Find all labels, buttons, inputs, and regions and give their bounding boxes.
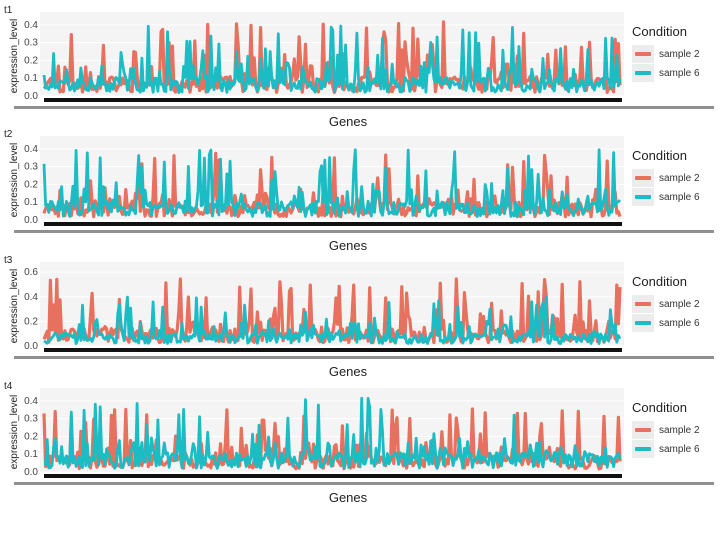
y-tick-label: 0.3 xyxy=(24,162,38,173)
legend-swatch xyxy=(635,52,651,56)
legend-title: Condition xyxy=(632,148,687,163)
series-line-sample-6 xyxy=(42,148,622,218)
y-tick-label: 0.2 xyxy=(24,431,38,442)
y-axis-title: expression_level xyxy=(9,143,20,218)
legend-item: sample 2 xyxy=(632,169,724,187)
x-axis-bar xyxy=(44,474,622,478)
legend-item: sample 6 xyxy=(632,64,724,82)
legend-label: sample 2 xyxy=(659,48,700,60)
y-tick-label: 0.1 xyxy=(24,73,38,84)
legend-label: sample 6 xyxy=(659,317,700,329)
legend-label: sample 2 xyxy=(659,424,700,436)
legend: Condition sample 2 sample 6 xyxy=(632,274,724,333)
chart-panel-4: 0.0 0.1 0.2 0.3 0.4 expression_level t4 Genes Co… xyxy=(0,378,728,505)
chart-svg: 0.0 0.1 0.2 0.3 0.4 expression_level xyxy=(9,136,714,233)
legend-key xyxy=(632,421,654,439)
legend-label: sample 2 xyxy=(659,172,700,184)
legend-swatch xyxy=(635,447,651,451)
legend-title: Condition xyxy=(632,400,687,415)
legend-item: sample 2 xyxy=(632,421,724,439)
y-tick-label: 0.2 xyxy=(24,316,38,327)
series-line-sample-6 xyxy=(43,295,622,345)
legend: Condition sample 2 sample 6 xyxy=(632,400,724,459)
y-axis-title: expression_level xyxy=(9,395,20,470)
legend: Condition sample 2 sample 6 xyxy=(632,148,724,207)
x-axis-title: Genes xyxy=(328,490,368,505)
legend-swatch xyxy=(635,71,651,75)
y-tick-label: 0.0 xyxy=(24,91,38,102)
series-line-sample-6 xyxy=(43,396,622,470)
legend-key xyxy=(632,169,654,187)
y-axis-title: expression_level xyxy=(9,269,20,344)
chart-svg: 0.0 0.1 0.2 0.3 0.4 expression_level xyxy=(9,12,714,109)
panel-title: t2 xyxy=(4,129,13,140)
legend-swatch xyxy=(635,302,651,306)
legend-key xyxy=(632,440,654,458)
x-tick-labels-band xyxy=(14,230,714,233)
legend-key xyxy=(632,295,654,313)
legend-swatch xyxy=(635,428,651,432)
legend-item: sample 6 xyxy=(632,440,724,458)
chart-svg: 0.0 0.2 0.4 0.6 expression_level xyxy=(9,262,714,359)
y-tick-label: 0.6 xyxy=(24,267,38,278)
y-tick-label: 0.4 xyxy=(24,396,38,407)
y-tick-label: 0.0 xyxy=(24,467,38,478)
chart-panel-1: 0.0 0.1 0.2 0.3 0.4 expression_level t1 Genes Co… xyxy=(0,2,728,129)
x-tick-labels-band xyxy=(14,356,714,359)
legend-key xyxy=(632,314,654,332)
y-tick-label: 0.1 xyxy=(24,449,38,460)
x-axis-title: Genes xyxy=(328,238,368,253)
chart-panel-3: 0.0 0.2 0.4 0.6 expression_level t3 Genes Condi… xyxy=(0,252,728,379)
x-tick-labels-band xyxy=(14,106,714,109)
y-tick-label: 0.4 xyxy=(24,292,38,303)
y-tick-label: 0.2 xyxy=(24,55,38,66)
x-axis-bar xyxy=(44,98,622,102)
x-axis-title: Genes xyxy=(328,114,368,129)
legend-item: sample 6 xyxy=(632,188,724,206)
panel-title: t1 xyxy=(4,5,13,16)
legend-title: Condition xyxy=(632,24,687,39)
legend-swatch xyxy=(635,176,651,180)
legend-swatch xyxy=(635,321,651,325)
series-line-sample-2 xyxy=(42,151,622,219)
legend-key xyxy=(632,64,654,82)
panel-title: t3 xyxy=(4,255,13,266)
panel-title: t4 xyxy=(4,381,13,392)
x-axis-bar xyxy=(44,348,622,352)
chart-svg: 0.0 0.1 0.2 0.3 0.4 expression_level xyxy=(9,388,714,485)
y-tick-label: 0.4 xyxy=(24,144,38,155)
y-axis-title: expression_level xyxy=(9,19,20,94)
legend-key xyxy=(632,45,654,63)
legend-key xyxy=(632,188,654,206)
x-axis-title: Genes xyxy=(328,364,368,379)
legend-label: sample 2 xyxy=(659,298,700,310)
legend: Condition sample 2 sample 6 xyxy=(632,24,724,83)
legend-label: sample 6 xyxy=(659,191,700,203)
legend-title: Condition xyxy=(632,274,687,289)
y-tick-label: 0.2 xyxy=(24,179,38,190)
y-tick-label: 0.3 xyxy=(24,38,38,49)
y-tick-label: 0.4 xyxy=(24,20,38,31)
legend-label: sample 6 xyxy=(659,443,700,455)
y-tick-label: 0.3 xyxy=(24,414,38,425)
y-tick-label: 0.1 xyxy=(24,197,38,208)
legend-item: sample 2 xyxy=(632,45,724,63)
legend-swatch xyxy=(635,195,651,199)
x-axis-bar xyxy=(44,222,622,226)
y-tick-label: 0.0 xyxy=(24,341,38,352)
legend-item: sample 6 xyxy=(632,314,724,332)
x-tick-labels-band xyxy=(14,482,714,485)
legend-label: sample 6 xyxy=(659,67,700,79)
series-line-sample-6 xyxy=(42,24,622,94)
legend-item: sample 2 xyxy=(632,295,724,313)
y-tick-label: 0.0 xyxy=(24,215,38,226)
chart-panel-2: 0.0 0.1 0.2 0.3 0.4 expression_level t2 Genes Co… xyxy=(0,126,728,253)
